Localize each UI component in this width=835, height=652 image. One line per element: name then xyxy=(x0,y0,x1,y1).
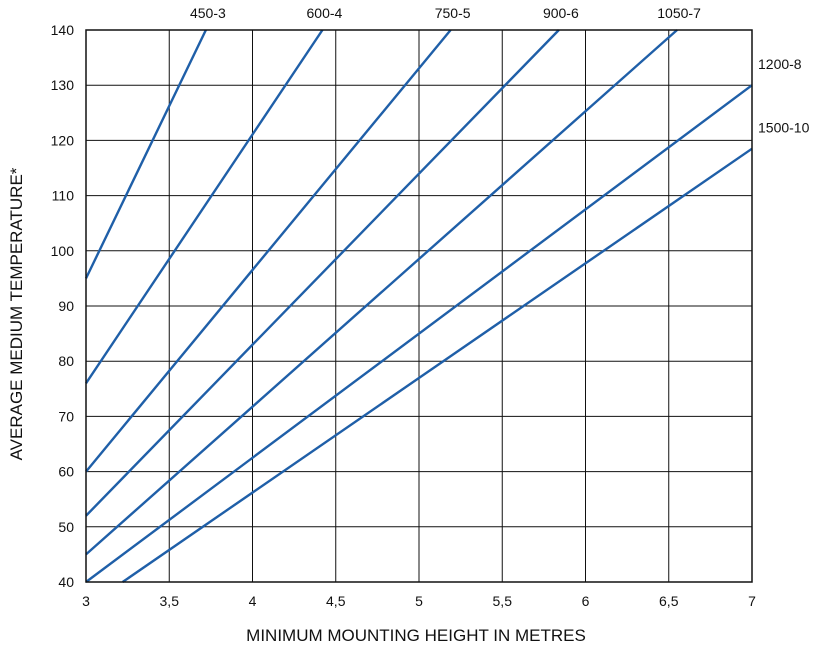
y-tick-label: 110 xyxy=(52,188,75,204)
y-tick-label: 130 xyxy=(51,77,75,93)
series-lines xyxy=(84,29,753,583)
y-tick-label: 80 xyxy=(58,353,74,369)
y-tick-label: 60 xyxy=(58,464,74,480)
y-tick-label: 100 xyxy=(51,243,75,259)
series-label-600-4: 600-4 xyxy=(307,5,343,21)
y-tick-labels: 40 50 60 70 80 90 100 110 120 130 140 xyxy=(51,22,75,590)
y-tick-label: 50 xyxy=(58,519,74,535)
series-label-900-6: 900-6 xyxy=(543,5,579,21)
y-tick-label: 90 xyxy=(58,298,74,314)
y-tick-label: 70 xyxy=(58,408,74,424)
grid xyxy=(85,29,753,583)
series-line-900-6 xyxy=(85,29,560,517)
x-tick-label: 6,5 xyxy=(659,593,679,609)
x-tick-label: 5 xyxy=(415,593,423,609)
series-label-1200-8: 1200-8 xyxy=(758,56,802,72)
x-tick-label: 4 xyxy=(249,593,257,609)
series-labels: 450-3 600-4 750-5 900-6 1050-7 1200-8 1500-10 xyxy=(190,5,810,136)
x-tick-label: 7 xyxy=(748,593,756,609)
y-tick-label: 120 xyxy=(51,132,75,148)
series-label-1050-7: 1050-7 xyxy=(657,5,701,21)
series-label-450-3: 450-3 xyxy=(190,5,226,21)
y-tick-label: 40 xyxy=(58,574,74,590)
series-line-1200-8 xyxy=(85,84,753,583)
series-label-1500-10: 1500-10 xyxy=(758,120,810,136)
x-tick-label: 6 xyxy=(582,593,590,609)
y-axis-title: AVERAGE MEDIUM TEMPERATURE* xyxy=(7,167,26,460)
x-tick-labels: 3 3,5 4 4,5 5 5,5 6 6,5 7 xyxy=(82,593,756,609)
series-line-1500-10 xyxy=(121,147,753,583)
x-tick-label: 4,5 xyxy=(326,593,346,609)
series-line-600-4 xyxy=(85,29,324,384)
series-label-750-5: 750-5 xyxy=(435,5,471,21)
x-tick-label: 5,5 xyxy=(493,593,513,609)
y-tick-label: 140 xyxy=(51,22,75,38)
x-tick-label: 3,5 xyxy=(160,593,180,609)
x-axis-title: MINIMUM MOUNTING HEIGHT IN METRES xyxy=(246,626,586,645)
series-line-750-5 xyxy=(85,29,452,473)
series-line-1050-7 xyxy=(85,29,678,556)
plot-frame xyxy=(85,29,753,583)
x-tick-label: 3 xyxy=(82,593,90,609)
series-line-450-3 xyxy=(84,29,207,279)
